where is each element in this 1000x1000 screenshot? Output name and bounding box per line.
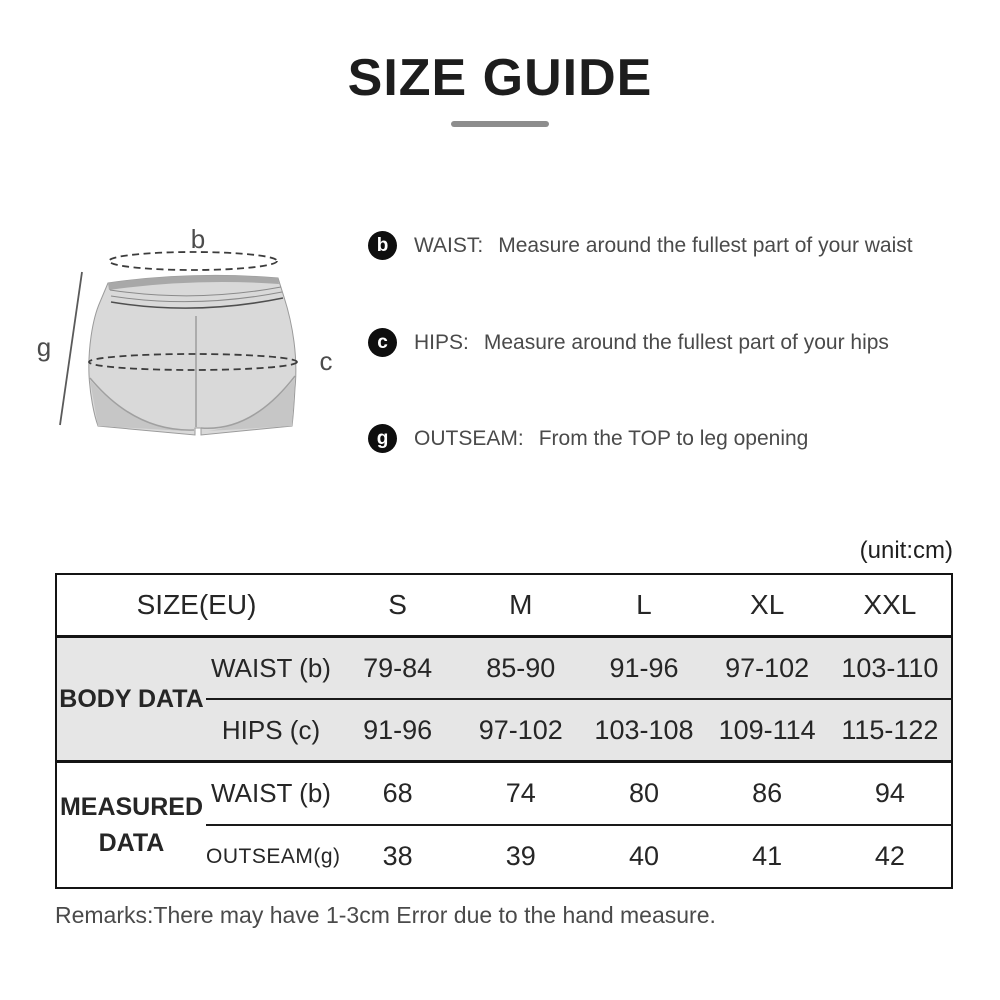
body-data-group-label: BODY DATA [56, 636, 206, 762]
size-table: SIZE(EU) S M L XL XXL BODY DATA WAIST (b… [55, 573, 953, 889]
table-cell: 41 [705, 824, 829, 888]
body-hips-row: HIPS (c) 91-96 97-102 103-108 109-114 11… [56, 698, 952, 762]
size-col-l: L [582, 574, 706, 638]
guide-hips-description: Measure around the fullest part of your … [483, 330, 889, 354]
waistband-bottom-line [110, 297, 284, 309]
table-cell: 74 [459, 760, 583, 825]
body-waist-label: WAIST (b) [206, 636, 336, 699]
size-header-label: SIZE(EU) [56, 574, 336, 638]
size-col-s: S [336, 574, 460, 638]
table-cell: 103-110 [828, 636, 952, 699]
table-cell: 80 [582, 760, 706, 825]
left-lining-shadow [90, 380, 185, 431]
waistband-top-strip [108, 275, 279, 290]
table-cell: 94 [828, 760, 952, 825]
table-cell: 91-96 [582, 636, 706, 699]
table-cell: 79-84 [336, 636, 460, 699]
right-hem-curve [200, 375, 296, 429]
table-cell: 85-90 [459, 636, 583, 699]
table-cell: 115-122 [828, 698, 952, 762]
hips-point-icon: c [368, 328, 397, 357]
hips-measure-ellipse [88, 353, 298, 371]
left-hem-curve [89, 377, 195, 431]
guide-item-hips: c HIPS: Measure around the fullest part … [368, 328, 889, 357]
guide-hips-label: HIPS: [414, 330, 469, 354]
measured-waist-row: MEASURED DATA WAIST (b) 68 74 80 86 94 [56, 760, 952, 888]
waist-measure-ellipse [108, 251, 278, 271]
table-cell: 97-102 [705, 636, 829, 699]
waistband-stitch-1 [109, 286, 282, 297]
table-cell: 68 [336, 760, 460, 825]
remarks: Remarks:There may have 1-3cm Error due t… [55, 902, 716, 928]
size-col-m: M [459, 574, 583, 638]
title-underline [451, 121, 549, 127]
outseam-measure-line [59, 271, 83, 426]
size-col-xl: XL [705, 574, 829, 638]
table-cell: 86 [705, 760, 829, 825]
body-hips-label: HIPS (c) [206, 698, 336, 762]
waist-label-b: b [191, 224, 205, 254]
guide-item-outseam: g OUTSEAM: From the TOP to leg opening [368, 424, 808, 453]
table-cell: 91-96 [336, 698, 460, 762]
measured-outseam-label: OUTSEAM(g) [206, 824, 340, 888]
guide-waist-description: Measure around the fullest part of your … [498, 233, 913, 257]
table-cell: 38 [336, 824, 460, 888]
waistband-stitch-2 [110, 291, 283, 303]
right-lining-shadow [208, 378, 295, 431]
table-header-row: SIZE(EU) S M L XL XXL [56, 574, 952, 638]
guide-item-waist: b WAIST: Measure around the fullest part… [368, 231, 913, 260]
table-cell: 39 [459, 824, 583, 888]
unit-note: (unit:cm) [859, 537, 953, 564]
table-cell: 97-102 [459, 698, 583, 762]
page-title: SIZE GUIDE [347, 49, 653, 107]
title-block: SIZE GUIDE [0, 48, 1000, 127]
shorts-measurement-diagram: b c g [37, 224, 333, 436]
guide-outseam-description: From the TOP to leg opening [538, 426, 809, 450]
measured-outseam-row: OUTSEAM(g) 38 39 40 41 42 [56, 824, 952, 888]
outseam-label-g: g [37, 332, 51, 362]
measured-waist-label: WAIST (b) [206, 760, 336, 825]
table-cell: 42 [828, 824, 952, 888]
table-cell: 109-114 [705, 698, 829, 762]
waist-point-icon: b [368, 231, 397, 260]
table-cell: 103-108 [582, 698, 706, 762]
measured-data-group-label: MEASURED DATA [56, 760, 206, 888]
size-col-xxl: XXL [828, 574, 952, 638]
guide-waist-label: WAIST: [414, 233, 484, 257]
table-cell: 40 [582, 824, 706, 888]
hips-label-c: c [320, 346, 333, 376]
guide-outseam-label: OUTSEAM: [414, 426, 524, 450]
body-waist-row: BODY DATA WAIST (b) 79-84 85-90 91-96 97… [56, 636, 952, 762]
outseam-point-icon: g [368, 424, 397, 453]
